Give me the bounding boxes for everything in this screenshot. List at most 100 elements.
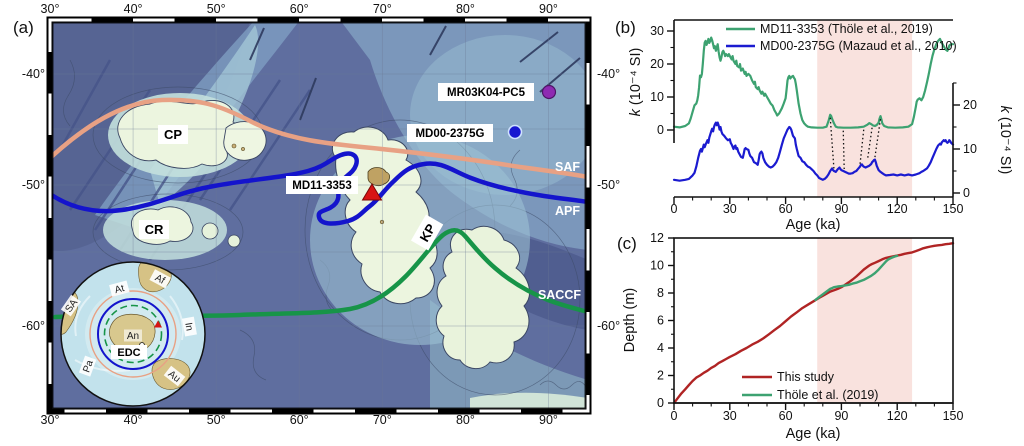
chart-c-ylabel: Depth (m) xyxy=(622,288,638,352)
site-marker-circle xyxy=(541,84,557,100)
map-lon-tick-label: 90° xyxy=(539,413,558,427)
saccf-label: SACCF xyxy=(538,288,581,302)
y-tick-label: 4 xyxy=(657,341,664,355)
legend-label: MD00-2375G (Mazaud et al., 2010) xyxy=(760,39,957,53)
map-lon-tick-label: 80° xyxy=(456,413,475,427)
legend-label: This study xyxy=(777,370,835,384)
map-lon-tick-label: 60° xyxy=(290,2,309,16)
island-dot xyxy=(231,143,237,149)
map-lon-tick-label: 90° xyxy=(539,2,558,16)
site-marker-triangle xyxy=(361,183,383,201)
site-marker-circle xyxy=(507,124,523,140)
inset-label-bg xyxy=(163,365,186,387)
panel-a-letter: (a) xyxy=(13,18,34,37)
map-lon-tick-label: 80° xyxy=(456,2,475,16)
site-md11-3353: MD11-3353 xyxy=(286,176,383,201)
y-right-tick-label: 10 xyxy=(963,142,977,156)
antarctic-inset: SA At Af In An Pa Au EDC xyxy=(60,261,206,407)
x-tick-label: 90 xyxy=(834,202,848,216)
series-line-1 xyxy=(814,254,899,302)
inset-label-bg xyxy=(60,294,82,317)
heard-island-dot xyxy=(379,219,385,225)
legend-label: MD11-3353 (Thöle et al., 2019) xyxy=(760,22,933,36)
inset-label-at: At xyxy=(114,283,126,296)
chart-b-ylabel-right: k (10⁻⁴ SI) xyxy=(997,106,1013,175)
site-label: MD11-3353 xyxy=(292,180,351,192)
y-tick-label: 12 xyxy=(650,231,664,245)
saccf-front-line xyxy=(52,228,586,320)
kerguelen-se-bank-shape xyxy=(435,225,531,369)
map-lat-tick-label: -40° xyxy=(597,67,620,81)
x-tick-label: 60 xyxy=(779,202,793,216)
kp-label-bg xyxy=(410,214,444,251)
x-tick-label: 150 xyxy=(943,409,964,423)
map-lon-tick-label: 40° xyxy=(124,2,143,16)
correlation-line xyxy=(829,117,835,170)
bathymetry-shape xyxy=(470,392,586,409)
x-tick-label: 120 xyxy=(887,202,908,216)
map-lon-tick-label: 70° xyxy=(373,413,392,427)
cr-label: CR xyxy=(145,222,164,237)
series-line-right xyxy=(672,121,955,182)
cr-label-bg xyxy=(139,220,169,239)
site-label: MR03K04-PC5 xyxy=(447,87,526,99)
inset-saccf-ring xyxy=(103,304,163,364)
map-region-labels: CP CR KP xyxy=(139,125,444,251)
map-lat-tick-label: -50° xyxy=(597,178,620,192)
inset-label-bg xyxy=(149,269,171,289)
y-tick-label: 2 xyxy=(657,369,664,383)
site-label-bg xyxy=(438,83,534,101)
inset-apf-ring xyxy=(97,298,169,370)
chart-b-ylabel-left: k (10⁻⁴ SI) xyxy=(628,48,644,117)
y-left-tick-label: 0 xyxy=(657,123,664,137)
x-tick-label: 0 xyxy=(671,202,678,216)
map-lon-tick-label: 50° xyxy=(207,2,226,16)
map-lat-tick-label: -50° xyxy=(22,178,45,192)
inset-label-in: In xyxy=(182,322,194,332)
inset-label-an: An xyxy=(127,331,139,342)
map-lon-tick-label: 30° xyxy=(41,413,60,427)
island-dot xyxy=(241,147,245,151)
chart-b-plot: 0 10 20 30 0 10 20 0 30 60 90 120 150 k (10⁻⁴ SI) k (1… xyxy=(628,19,1013,216)
site-mr03k04-pc5: MR03K04-PC5 xyxy=(438,83,557,101)
bathymetry-shape xyxy=(227,234,241,248)
saf-front-line xyxy=(52,97,586,179)
apf-front-line xyxy=(52,151,586,226)
inset-label-bg xyxy=(78,355,97,377)
map-art: SA At Af In An Pa Au EDC CP CR xyxy=(52,22,586,409)
apf-label: APF xyxy=(555,204,580,218)
inset-border xyxy=(60,261,206,407)
x-tick-label: 120 xyxy=(887,409,908,423)
edc-label-bg xyxy=(111,345,147,359)
kerguelen-plateau-shape xyxy=(331,126,438,305)
y-left-tick-label: 10 xyxy=(650,90,664,104)
panel-c-letter: (c) xyxy=(617,234,637,253)
y-tick-label: 0 xyxy=(657,396,664,410)
site-label-bg xyxy=(286,176,358,194)
map-panel: (a) xyxy=(13,2,620,427)
site-label-bg xyxy=(407,124,493,142)
correlation-line xyxy=(866,127,873,161)
map-lon-tick-label: 70° xyxy=(373,2,392,16)
map-lat-tick-label: -60° xyxy=(597,319,620,333)
map-lat-tick-label: -40° xyxy=(22,67,45,81)
map-frame xyxy=(46,16,592,415)
series-line-0 xyxy=(672,241,955,405)
glacial-stage-band xyxy=(817,238,913,403)
x-tick-label: 0 xyxy=(671,409,678,423)
y-tick-label: 6 xyxy=(657,314,664,328)
y-tick-label: 8 xyxy=(657,286,664,300)
inset-saf-ring xyxy=(89,290,177,378)
bathymetry-shape xyxy=(201,222,219,240)
y-left-tick-label: 20 xyxy=(650,57,664,71)
panel-b-letter: (b) xyxy=(615,18,636,37)
x-tick-label: 30 xyxy=(723,202,737,216)
map-lon-tick-label: 30° xyxy=(41,2,60,16)
inset-label-bg xyxy=(181,316,197,337)
x-tick-label: 150 xyxy=(943,202,964,216)
x-tick-label: 90 xyxy=(834,409,848,423)
legend-label: Thöle et al. (2019) xyxy=(777,388,878,402)
